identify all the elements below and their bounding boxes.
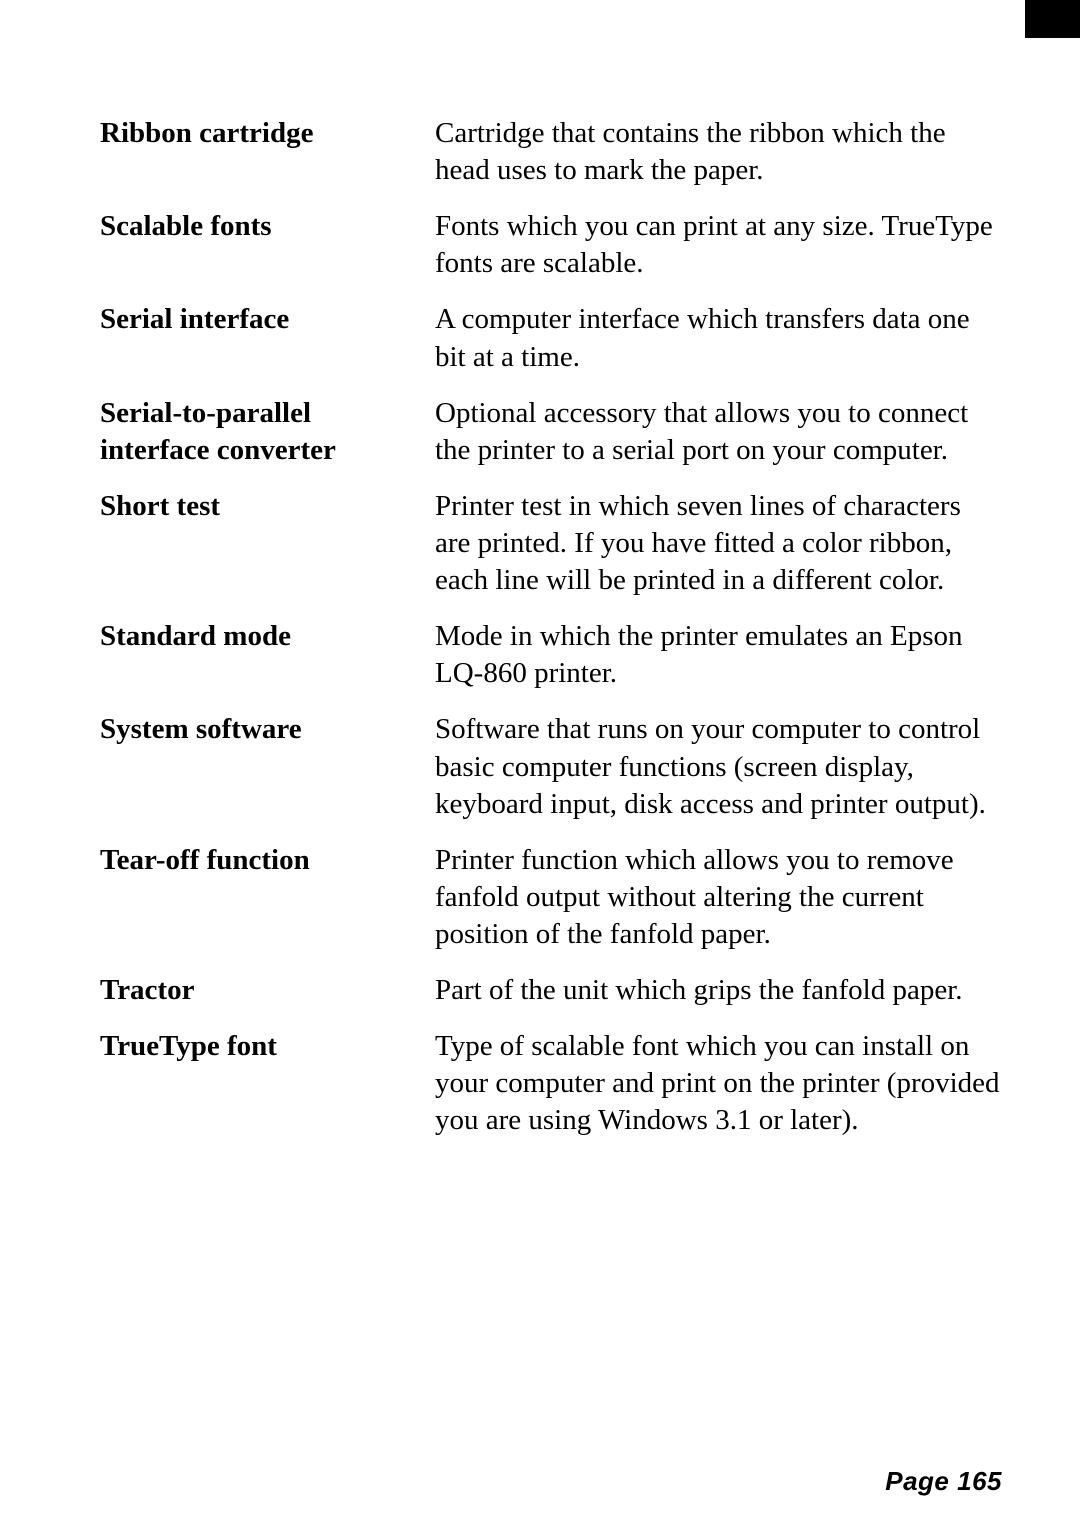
- glossary-term: Short test: [100, 488, 435, 525]
- glossary-term: Serial-to-parallel interface converter: [100, 395, 435, 469]
- glossary-entry: Serial interface A computer interface wh…: [100, 301, 1000, 375]
- glossary-entry: Standard mode Mode in which the printer …: [100, 618, 1000, 692]
- glossary-definition: Part of the unit which grips the fanfold…: [435, 972, 1000, 1009]
- glossary-term: Tear-off function: [100, 842, 435, 879]
- glossary-definition: Cartridge that contains the ribbon which…: [435, 115, 1000, 189]
- glossary-entry: System software Software that runs on yo…: [100, 711, 1000, 822]
- glossary-term: Scalable fonts: [100, 208, 435, 245]
- glossary-definition: Type of scalable font which you can inst…: [435, 1028, 1000, 1139]
- glossary-entry: Serial-to-parallel interface converter O…: [100, 395, 1000, 469]
- glossary-definition: Mode in which the printer emulates an Ep…: [435, 618, 1000, 692]
- page-number: Page 165: [885, 1466, 1002, 1497]
- glossary-definition: Optional accessory that allows you to co…: [435, 395, 1000, 469]
- glossary-definition: Printer test in which seven lines of cha…: [435, 488, 1000, 599]
- glossary-entry: TrueType font Type of scalable font whic…: [100, 1028, 1000, 1139]
- corner-mark: [1025, 0, 1080, 38]
- glossary-entry: Ribbon cartridge Cartridge that contains…: [100, 115, 1000, 189]
- glossary-term: Ribbon cartridge: [100, 115, 435, 152]
- glossary-definition: Fonts which you can print at any size. T…: [435, 208, 1000, 282]
- glossary-definition: Printer function which allows you to rem…: [435, 842, 1000, 953]
- glossary-entry: Scalable fonts Fonts which you can print…: [100, 208, 1000, 282]
- glossary-term: System software: [100, 711, 435, 748]
- glossary-entry: Short test Printer test in which seven l…: [100, 488, 1000, 599]
- glossary-term: TrueType font: [100, 1028, 435, 1065]
- glossary-term: Serial interface: [100, 301, 435, 338]
- glossary-list: Ribbon cartridge Cartridge that contains…: [100, 115, 1000, 1140]
- glossary-definition: A computer interface which transfers dat…: [435, 301, 1000, 375]
- glossary-term: Standard mode: [100, 618, 435, 655]
- glossary-term: Tractor: [100, 972, 435, 1009]
- glossary-entry: Tear-off function Printer function which…: [100, 842, 1000, 953]
- glossary-entry: Tractor Part of the unit which grips the…: [100, 972, 1000, 1009]
- glossary-definition: Software that runs on your computer to c…: [435, 711, 1000, 822]
